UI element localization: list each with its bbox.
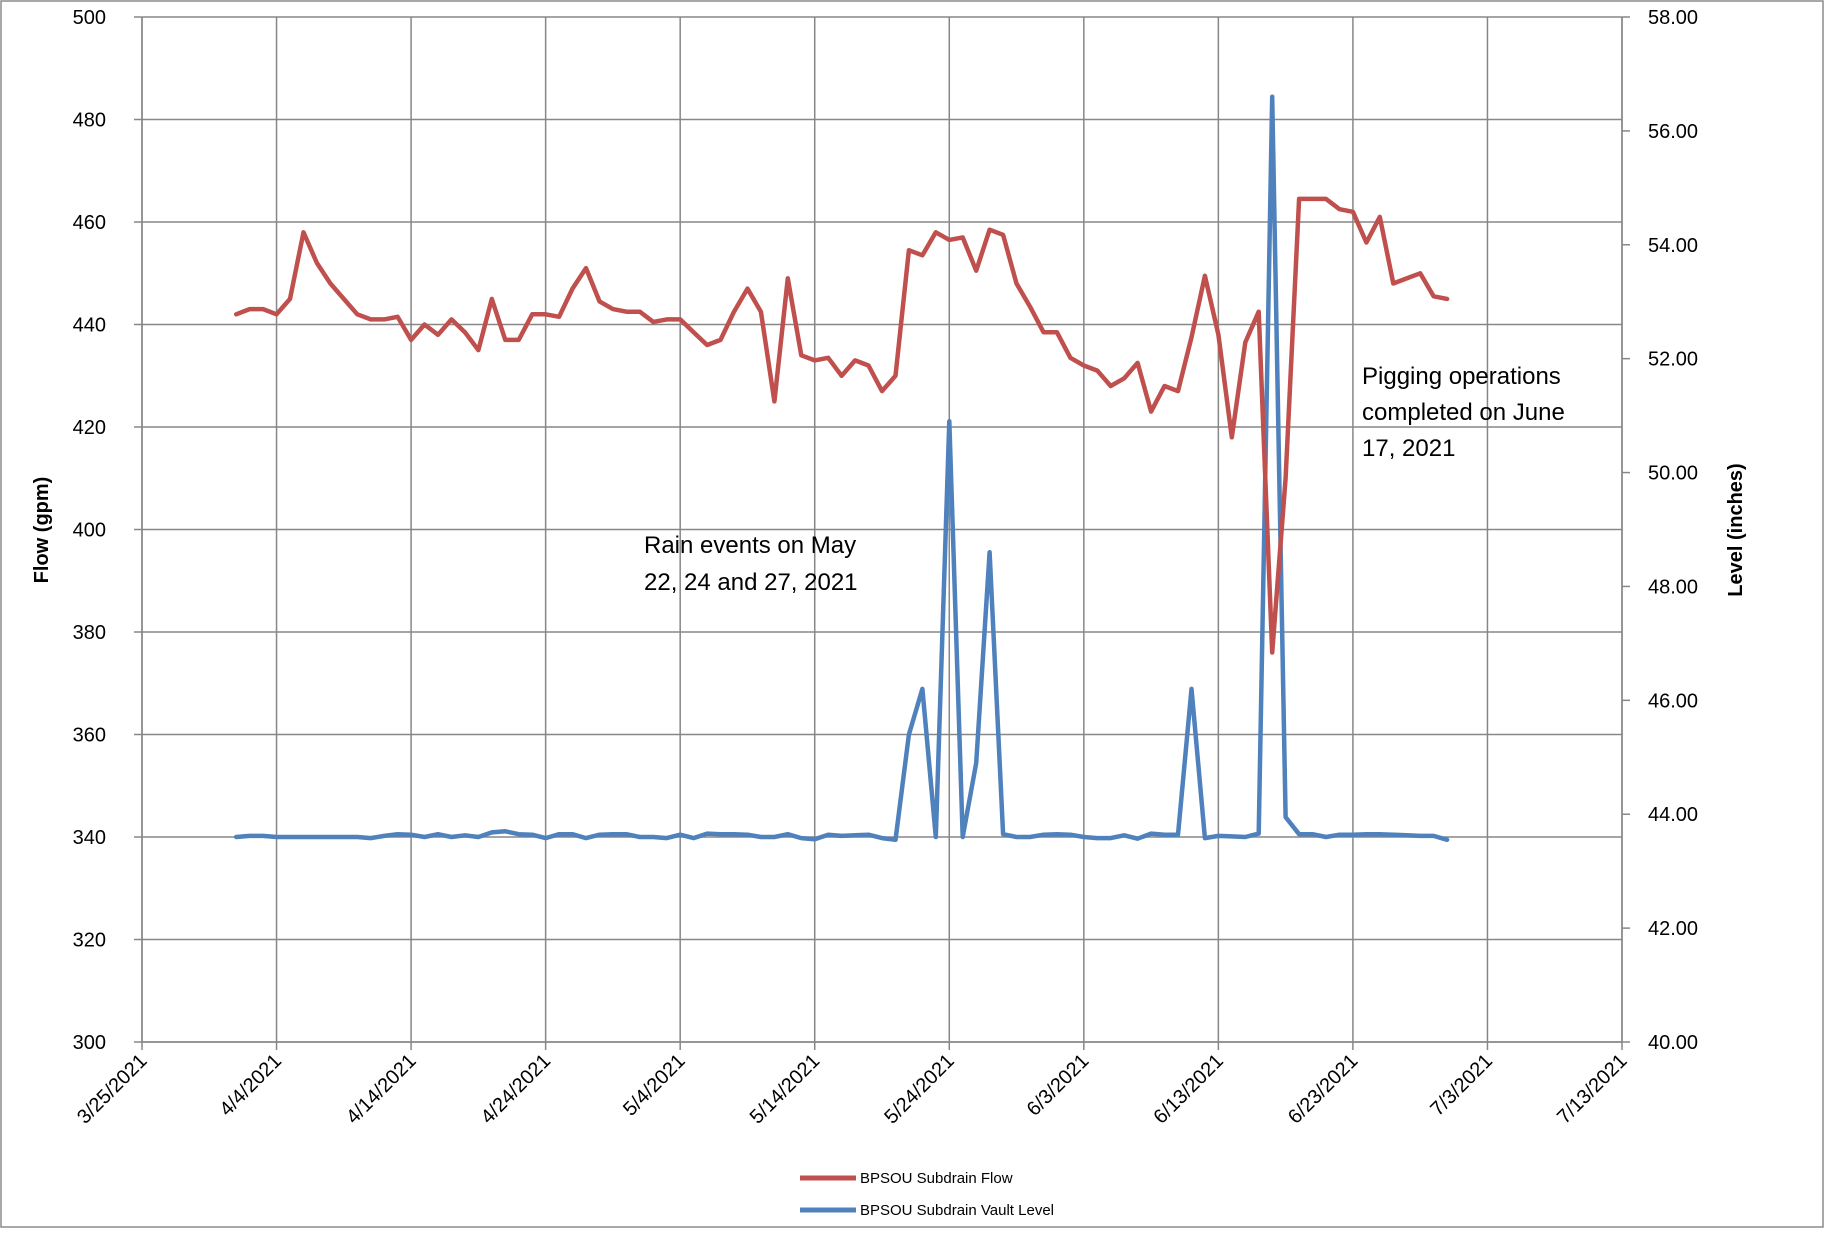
series — [233, 94, 1450, 843]
right-tick-label: 54.00 — [1648, 235, 1698, 257]
left-tick-label: 480 — [73, 110, 106, 132]
left-tick-label: 420 — [73, 417, 106, 439]
legend-label-flow: BPSOU Subdrain Flow — [860, 1170, 1013, 1187]
left-tick-label: 300 — [73, 1032, 106, 1054]
series-line-subdrain-flow — [233, 196, 1450, 655]
annotation-rain-events: Rain events on May 22, 24 and 27, 2021 — [644, 532, 863, 596]
left-tick-label: 400 — [73, 520, 106, 542]
annotation-pigging-line-3: 17, 2021 — [1362, 435, 1455, 462]
left-tick-label: 460 — [73, 212, 106, 234]
annotation-pigging-line-1: Pigging operations — [1362, 363, 1561, 390]
right-tick-label: 48.00 — [1648, 576, 1698, 598]
right-axis-title: Level (inches) — [1725, 463, 1747, 596]
annotation-pigging-line-2: completed on June — [1362, 399, 1565, 426]
left-axis-title: Flow (gpm) — [31, 477, 53, 584]
right-tick-label: 40.00 — [1648, 1032, 1698, 1054]
left-tick-label: 320 — [73, 930, 106, 952]
right-tick-label: 46.00 — [1648, 690, 1698, 712]
right-tick-label: 56.00 — [1648, 121, 1698, 143]
left-tick-label: 500 — [73, 7, 106, 29]
annotation-pigging: Pigging operations completed on June 17,… — [1362, 363, 1571, 462]
right-tick-label: 58.00 — [1648, 7, 1698, 29]
right-tick-label: 50.00 — [1648, 463, 1698, 485]
right-tick-label: 44.00 — [1648, 804, 1698, 826]
legend-label-level: BPSOU Subdrain Vault Level — [860, 1202, 1054, 1219]
left-tick-label: 340 — [73, 827, 106, 849]
left-tick-label: 380 — [73, 622, 106, 644]
annotation-rain-line-1: Rain events on May — [644, 532, 856, 559]
left-tick-label: 360 — [73, 725, 106, 747]
series-line-subdrain-vault-level — [233, 94, 1450, 843]
axes — [134, 16, 1630, 1050]
right-tick-label: 52.00 — [1648, 349, 1698, 371]
left-tick-label: 440 — [73, 315, 106, 337]
right-tick-label: 42.00 — [1648, 918, 1698, 940]
annotation-rain-line-2: 22, 24 and 27, 2021 — [644, 569, 858, 596]
legend: BPSOU Subdrain Flow BPSOU Subdrain Vault… — [800, 1170, 1054, 1219]
